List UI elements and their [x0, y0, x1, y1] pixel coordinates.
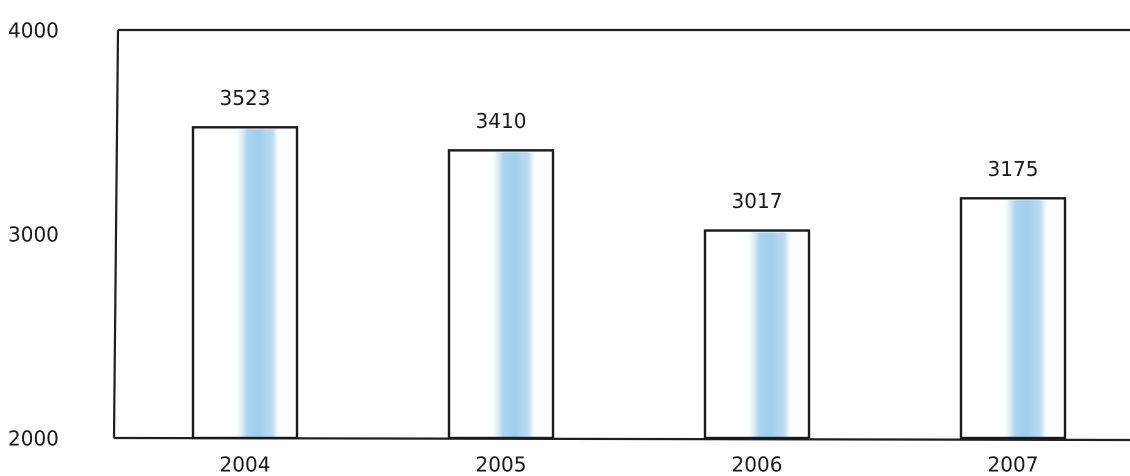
y-tick-labels: 2000 3000 4000: [8, 19, 59, 451]
data-label-2007: 3175: [988, 157, 1039, 181]
bar-shading: [488, 152, 537, 438]
bar-2004: [191, 126, 299, 440]
y-tick-label-2000: 2000: [8, 427, 59, 451]
y-tick-label-4000: 4000: [8, 19, 59, 43]
bars-group: [191, 126, 1067, 440]
bar-outline: [191, 126, 299, 440]
bar-shading: [1000, 200, 1049, 437]
data-label-2005: 3410: [476, 109, 527, 133]
bar-outline: [959, 197, 1067, 440]
data-label-2006: 3017: [732, 189, 783, 213]
x-tick-label-2004: 2004: [220, 453, 271, 476]
y-axis: [112, 29, 120, 439]
x-tick-label-2006: 2006: [732, 453, 783, 476]
bar-2006: [703, 229, 811, 440]
y-tick-label-3000: 3000: [8, 223, 59, 247]
bar-outline: [447, 149, 555, 440]
x-tick-label-2005: 2005: [476, 453, 527, 476]
bar-outline: [703, 229, 811, 440]
bar-2005: [447, 149, 555, 440]
data-label-2004: 3523: [220, 86, 271, 110]
bar-2007: [959, 197, 1067, 440]
bar-shading: [744, 232, 793, 437]
data-labels-group: 3523 3410 3017 3175: [220, 86, 1039, 213]
x-tick-labels: 2004 2005 2006 2007: [220, 453, 1039, 476]
bar-shading: [232, 129, 281, 438]
x-tick-label-2007: 2007: [988, 453, 1039, 476]
